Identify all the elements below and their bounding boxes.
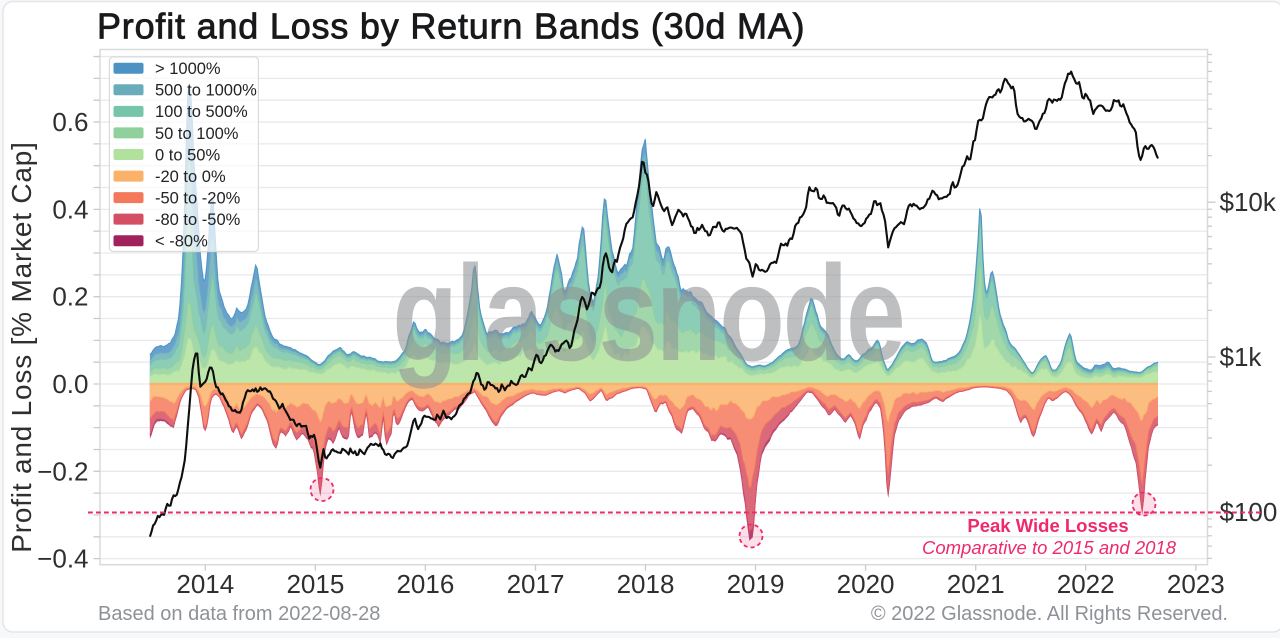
svg-text:2017: 2017 <box>507 569 565 599</box>
svg-text:2023: 2023 <box>1167 569 1225 599</box>
svg-text:Profit and Loss by Return Band: Profit and Loss by Return Bands (30d MA) <box>97 6 805 47</box>
svg-text:500 to 1000%: 500 to 1000% <box>155 82 257 100</box>
svg-text:0 to 50%: 0 to 50% <box>155 146 220 164</box>
svg-text:2018: 2018 <box>617 569 675 599</box>
svg-text:50 to 100%: 50 to 100% <box>155 125 239 143</box>
svg-text:> 1000%: > 1000% <box>155 60 221 78</box>
svg-text:$10k: $10k <box>1220 187 1277 217</box>
svg-text:0.2: 0.2 <box>52 282 88 312</box>
svg-text:2015: 2015 <box>286 569 344 599</box>
svg-text:-80 to -50%: -80 to -50% <box>155 211 241 229</box>
svg-text:0.4: 0.4 <box>52 194 88 224</box>
svg-text:-20 to 0%: -20 to 0% <box>155 168 226 186</box>
svg-text:−0.2: −0.2 <box>37 456 88 486</box>
svg-text:2022: 2022 <box>1057 569 1115 599</box>
svg-text:2016: 2016 <box>396 569 454 599</box>
svg-text:−0.4: −0.4 <box>37 544 88 574</box>
svg-text:Peak Wide Losses: Peak Wide Losses <box>967 515 1128 536</box>
svg-text:2021: 2021 <box>947 569 1005 599</box>
svg-text:0.0: 0.0 <box>52 369 88 399</box>
svg-text:-50 to -20%: -50 to -20% <box>155 189 241 207</box>
svg-text:2019: 2019 <box>727 569 785 599</box>
svg-text:2014: 2014 <box>176 569 234 599</box>
svg-text:100 to 500%: 100 to 500% <box>155 103 248 121</box>
svg-text:Based on data from 2022-08-28: Based on data from 2022-08-28 <box>98 603 380 625</box>
svg-text:Comparative to 2015 and 2018: Comparative to 2015 and 2018 <box>922 537 1177 558</box>
svg-text:$1k: $1k <box>1220 342 1263 372</box>
svg-text:glassnode: glassnode <box>392 237 903 389</box>
svg-text:0.6: 0.6 <box>52 107 88 137</box>
svg-text:< -80%: < -80% <box>155 233 208 251</box>
svg-text:© 2022 Glassnode. All Rights R: © 2022 Glassnode. All Rights Reserved. <box>871 603 1228 625</box>
svg-text:2020: 2020 <box>837 569 895 599</box>
svg-text:Profit and Loss [% Market Cap]: Profit and Loss [% Market Cap] <box>6 141 37 553</box>
